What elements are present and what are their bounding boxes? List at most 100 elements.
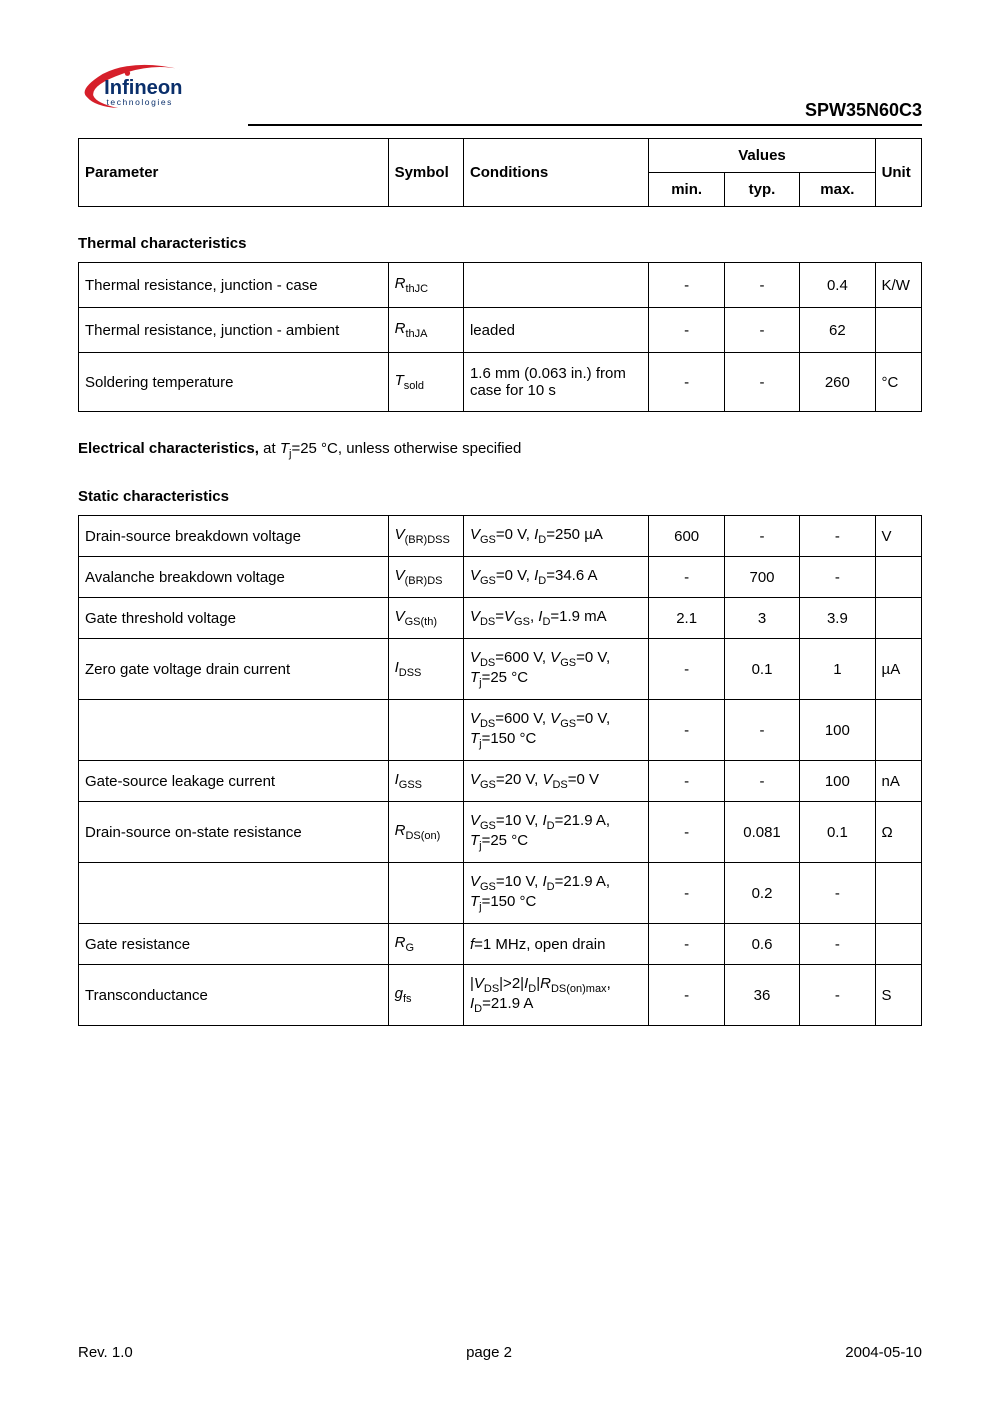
cell-cond: VGS=20 V, VDS=0 V — [463, 761, 649, 802]
cell-symbol: V(BR)DSS — [388, 516, 463, 557]
cell-cond: VGS=0 V, ID=34.6 A — [463, 557, 649, 598]
cell-max: 100 — [800, 700, 875, 761]
cell-min: - — [649, 965, 724, 1026]
cell-max: - — [800, 965, 875, 1026]
header-table: Parameter Symbol Conditions Values Unit … — [78, 138, 922, 207]
page-header: Infineon technologies SPW35N60C3 — [78, 60, 922, 126]
thermal-title: Thermal characteristics — [78, 235, 922, 252]
cell-param: Soldering temperature — [79, 353, 389, 412]
cell-typ: - — [724, 353, 799, 412]
cell-cond: VDS=VGS, ID=1.9 mA — [463, 598, 649, 639]
cell-unit: °C — [875, 353, 921, 412]
cell-symbol: IGSS — [388, 761, 463, 802]
cell-cond: VDS=600 V, VGS=0 V, Tj=25 °C — [463, 639, 649, 700]
cell-unit: S — [875, 965, 921, 1026]
cell-param: Transconductance — [79, 965, 389, 1026]
cell-max: 260 — [800, 353, 875, 412]
footer-date: 2004-05-10 — [845, 1344, 922, 1361]
header-row-1: Parameter Symbol Conditions Values Unit — [79, 139, 922, 173]
cell-min: - — [649, 557, 724, 598]
cell-max: - — [800, 863, 875, 924]
cell-param: Thermal resistance, junction - case — [79, 263, 389, 308]
page-footer: Rev. 1.0 page 2 2004-05-10 — [78, 1344, 922, 1361]
cell-typ: 0.2 — [724, 863, 799, 924]
cell-unit — [875, 308, 921, 353]
cell-unit: Ω — [875, 802, 921, 863]
cell-unit — [875, 700, 921, 761]
hdr-unit: Unit — [875, 139, 921, 207]
cell-symbol: V(BR)DS — [388, 557, 463, 598]
cell-max: - — [800, 557, 875, 598]
cell-min: 2.1 — [649, 598, 724, 639]
cell-symbol: RthJA — [388, 308, 463, 353]
table-row: Drain-source on-state resistanceRDS(on)V… — [79, 802, 922, 863]
cell-symbol: Tsold — [388, 353, 463, 412]
table-row: Thermal resistance, junction - ambientRt… — [79, 308, 922, 353]
cell-typ: 0.1 — [724, 639, 799, 700]
cell-max: 100 — [800, 761, 875, 802]
cell-param — [79, 700, 389, 761]
cell-symbol: gfs — [388, 965, 463, 1026]
cell-symbol: RthJC — [388, 263, 463, 308]
cell-typ: 700 — [724, 557, 799, 598]
static-table: Drain-source breakdown voltageV(BR)DSSVG… — [78, 515, 922, 1026]
cell-unit: K/W — [875, 263, 921, 308]
cell-min: 600 — [649, 516, 724, 557]
elec-bold: Electrical characteristics, — [78, 440, 259, 457]
table-row: VGS=10 V, ID=21.9 A, Tj=150 °C-0.2- — [79, 863, 922, 924]
cell-min: - — [649, 639, 724, 700]
cell-symbol: RDS(on) — [388, 802, 463, 863]
cell-min: - — [649, 863, 724, 924]
hdr-symbol: Symbol — [388, 139, 463, 207]
svg-text:technologies: technologies — [107, 97, 173, 107]
cell-cond: VGS=10 V, ID=21.9 A, Tj=150 °C — [463, 863, 649, 924]
cell-min: - — [649, 924, 724, 965]
cell-cond: VGS=10 V, ID=21.9 A, Tj=25 °C — [463, 802, 649, 863]
hdr-typ: typ. — [724, 173, 799, 207]
cell-unit: µA — [875, 639, 921, 700]
cell-param: Thermal resistance, junction - ambient — [79, 308, 389, 353]
cell-cond: leaded — [463, 308, 649, 353]
table-row: Zero gate voltage drain currentIDSSVDS=6… — [79, 639, 922, 700]
cell-param: Gate resistance — [79, 924, 389, 965]
table-row: Transconductancegfs|VDS|>2|ID|RDS(on)max… — [79, 965, 922, 1026]
cell-typ: - — [724, 761, 799, 802]
cell-typ: 36 — [724, 965, 799, 1026]
cell-max: 1 — [800, 639, 875, 700]
cell-symbol — [388, 863, 463, 924]
table-row: Gate threshold voltageVGS(th)VDS=VGS, ID… — [79, 598, 922, 639]
cell-max: 62 — [800, 308, 875, 353]
cell-param — [79, 863, 389, 924]
cell-param: Gate-source leakage current — [79, 761, 389, 802]
cell-cond — [463, 263, 649, 308]
cell-unit: nA — [875, 761, 921, 802]
cell-symbol — [388, 700, 463, 761]
cell-symbol: VGS(th) — [388, 598, 463, 639]
thermal-table: Thermal resistance, junction - caseRthJC… — [78, 262, 922, 412]
cell-cond: VGS=0 V, ID=250 µA — [463, 516, 649, 557]
table-row: Avalanche breakdown voltageV(BR)DSVGS=0 … — [79, 557, 922, 598]
cell-unit — [875, 863, 921, 924]
cell-max: 3.9 — [800, 598, 875, 639]
hdr-conditions: Conditions — [463, 139, 649, 207]
cell-min: - — [649, 308, 724, 353]
cell-param: Avalanche breakdown voltage — [79, 557, 389, 598]
cell-max: - — [800, 516, 875, 557]
cell-param: Zero gate voltage drain current — [79, 639, 389, 700]
electrical-heading: Electrical characteristics, at Tj=25 °C,… — [78, 440, 922, 460]
cell-min: - — [649, 700, 724, 761]
hdr-min: min. — [649, 173, 724, 207]
footer-rev: Rev. 1.0 — [78, 1344, 133, 1361]
hdr-values: Values — [649, 139, 875, 173]
cell-typ: - — [724, 516, 799, 557]
cell-unit — [875, 557, 921, 598]
cell-param: Drain-source on-state resistance — [79, 802, 389, 863]
cell-cond: VDS=600 V, VGS=0 V, Tj=150 °C — [463, 700, 649, 761]
cell-cond: f=1 MHz, open drain — [463, 924, 649, 965]
cell-symbol: IDSS — [388, 639, 463, 700]
cell-typ: - — [724, 263, 799, 308]
cell-unit: V — [875, 516, 921, 557]
cell-min: - — [649, 802, 724, 863]
cell-typ: - — [724, 700, 799, 761]
cell-unit — [875, 924, 921, 965]
